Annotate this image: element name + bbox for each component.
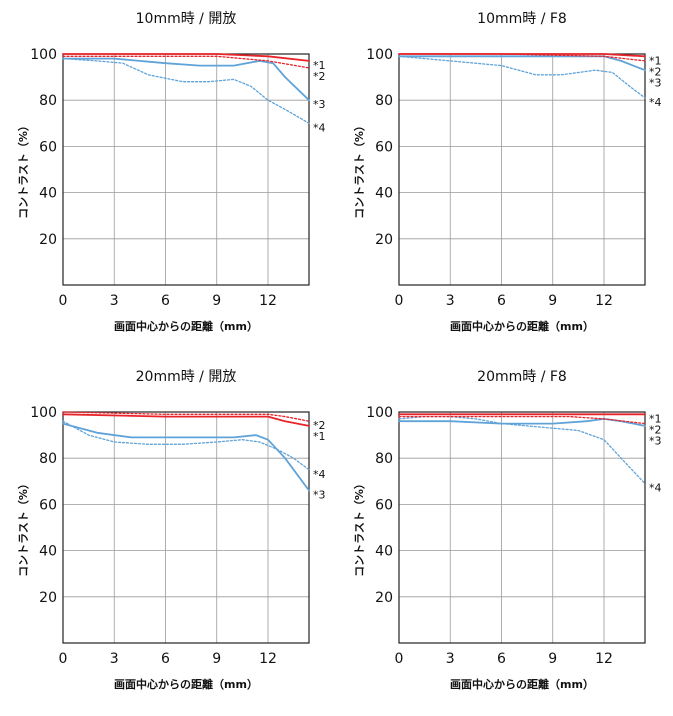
y-axis-label: コントラスト（%） <box>17 478 30 577</box>
series-line-star1 <box>62 413 310 427</box>
y-tick-label: 80 <box>375 451 393 467</box>
x-axis-label: 画面中心からの距離（mm） <box>114 677 258 691</box>
chart-panel-20mm-open: 20mm時 / 開放 0 3 6 9 12 20 40 60 80 100 画面中心からの距離（mm）… <box>0 358 336 716</box>
y-tick-label: 20 <box>39 232 57 248</box>
y-tick-label: 40 <box>375 544 393 560</box>
x-tick-label: 12 <box>259 651 277 667</box>
series-end-label: *2 <box>313 419 326 432</box>
y-tick-label: 60 <box>39 497 57 513</box>
series-line-star4 <box>62 420 310 471</box>
chart-title: 20mm時 / F8 <box>477 369 567 385</box>
x-tick-label: 12 <box>595 293 613 309</box>
series-end-label: *2 <box>649 423 662 436</box>
x-tick-label: 9 <box>548 293 557 309</box>
series-line-star3 <box>62 422 310 492</box>
y-tick-label: 80 <box>39 93 57 109</box>
series-end-label: *4 <box>649 482 662 495</box>
y-tick-label: 60 <box>375 139 393 155</box>
series-line-star4 <box>398 55 646 99</box>
series-end-label: *3 <box>313 98 326 111</box>
y-axis-label: コントラスト（%） <box>17 120 30 219</box>
x-tick-label: 3 <box>110 651 119 667</box>
chart-panel-10mm-f8: 10mm時 / F8 0 3 6 9 12 20 40 60 80 100 画面中心からの距離（mm）… <box>336 0 672 358</box>
x-tick-label: 3 <box>110 293 119 309</box>
x-axis-label: 画面中心からの距離（mm） <box>114 319 258 333</box>
x-tick-label: 12 <box>595 651 613 667</box>
y-tick-label: 100 <box>30 405 57 421</box>
y-axis-label: コントラスト（%） <box>353 478 366 577</box>
series-line-star2 <box>398 53 646 62</box>
x-axis-label: 画面中心からの距離（mm） <box>450 319 594 333</box>
series-end-label: *3 <box>313 489 326 502</box>
series-line-star2 <box>62 411 310 422</box>
series-line-star1 <box>398 53 646 58</box>
series-end-label: *2 <box>649 65 662 78</box>
x-tick-label: 3 <box>446 651 455 667</box>
x-tick-label: 6 <box>161 293 170 309</box>
y-tick-label: 60 <box>375 497 393 513</box>
chart-title: 20mm時 / 開放 <box>136 369 237 385</box>
series-end-label: *2 <box>313 70 326 83</box>
x-tick-label: 9 <box>548 651 557 667</box>
x-tick-label: 6 <box>161 651 170 667</box>
y-tick-label: 80 <box>39 451 57 467</box>
grid <box>63 411 309 643</box>
x-tick-label: 9 <box>212 293 221 309</box>
y-tick-label: 40 <box>39 544 57 560</box>
y-tick-label: 20 <box>39 590 57 606</box>
plot-frame <box>398 53 646 286</box>
series-end-label: *1 <box>313 430 326 443</box>
grid <box>399 53 645 285</box>
chart-panel-20mm-f8: 20mm時 / F8 0 3 6 9 12 20 40 60 80 100 画面中心からの距離（mm）… <box>336 358 672 716</box>
series-line-star4 <box>62 57 310 124</box>
x-axis-label: 画面中心からの距離（mm） <box>450 677 594 691</box>
y-tick-label: 40 <box>39 186 57 202</box>
y-tick-label: 100 <box>30 47 57 63</box>
series-end-label: *1 <box>649 412 662 425</box>
x-tick-label: 0 <box>59 651 68 667</box>
mtf-chart-10mm-open: 10mm時 / 開放 0 3 6 9 12 20 40 60 80 100 画面中心からの距離（mm）… <box>17 11 326 333</box>
y-tick-label: 100 <box>366 405 393 421</box>
x-tick-label: 0 <box>395 293 404 309</box>
series-line-star3 <box>62 57 310 102</box>
y-tick-label: 100 <box>366 47 393 63</box>
y-tick-label: 20 <box>375 590 393 606</box>
series-end-label: *1 <box>313 59 326 72</box>
series-end-label: *4 <box>313 468 326 481</box>
x-tick-label: 12 <box>259 293 277 309</box>
y-tick-label: 80 <box>375 93 393 109</box>
series-line-star2 <box>62 55 310 69</box>
y-tick-label: 20 <box>375 232 393 248</box>
series-end-label: *4 <box>649 96 662 109</box>
x-tick-label: 0 <box>59 293 68 309</box>
grid <box>399 411 645 643</box>
plot-frame <box>62 53 310 286</box>
y-tick-label: 40 <box>375 186 393 202</box>
series-line-star2 <box>398 415 646 425</box>
x-tick-label: 0 <box>395 651 404 667</box>
series-line-star3 <box>398 55 646 72</box>
y-tick-label: 60 <box>39 139 57 155</box>
x-tick-label: 9 <box>212 651 221 667</box>
grid <box>63 53 309 285</box>
chart-panel-10mm-open: 10mm時 / 開放 0 3 6 9 12 20 40 60 80 100 画面中心からの距離（mm）… <box>0 0 336 358</box>
plot-frame <box>62 411 310 644</box>
x-tick-label: 6 <box>497 293 506 309</box>
chart-title: 10mm時 / F8 <box>477 11 567 27</box>
chart-title: 10mm時 / 開放 <box>136 11 237 27</box>
series-end-label: *1 <box>649 54 662 67</box>
series-line-star4 <box>398 415 646 485</box>
mtf-chart-20mm-f8: 20mm時 / F8 0 3 6 9 12 20 40 60 80 100 画面中心からの距離（mm）… <box>353 369 662 691</box>
y-axis-label: コントラスト（%） <box>353 120 366 219</box>
series-line-star1 <box>62 53 310 62</box>
series-end-label: *4 <box>313 121 326 134</box>
mtf-chart-10mm-f8: 10mm時 / F8 0 3 6 9 12 20 40 60 80 100 画面中心からの距離（mm）… <box>353 11 662 333</box>
mtf-chart-20mm-open: 20mm時 / 開放 0 3 6 9 12 20 40 60 80 100 画面中心からの距離（mm）… <box>17 369 326 691</box>
x-tick-label: 3 <box>446 293 455 309</box>
plot-frame <box>398 411 646 644</box>
series-end-label: *3 <box>649 76 662 89</box>
x-tick-label: 6 <box>497 651 506 667</box>
series-end-label: *3 <box>649 434 662 447</box>
